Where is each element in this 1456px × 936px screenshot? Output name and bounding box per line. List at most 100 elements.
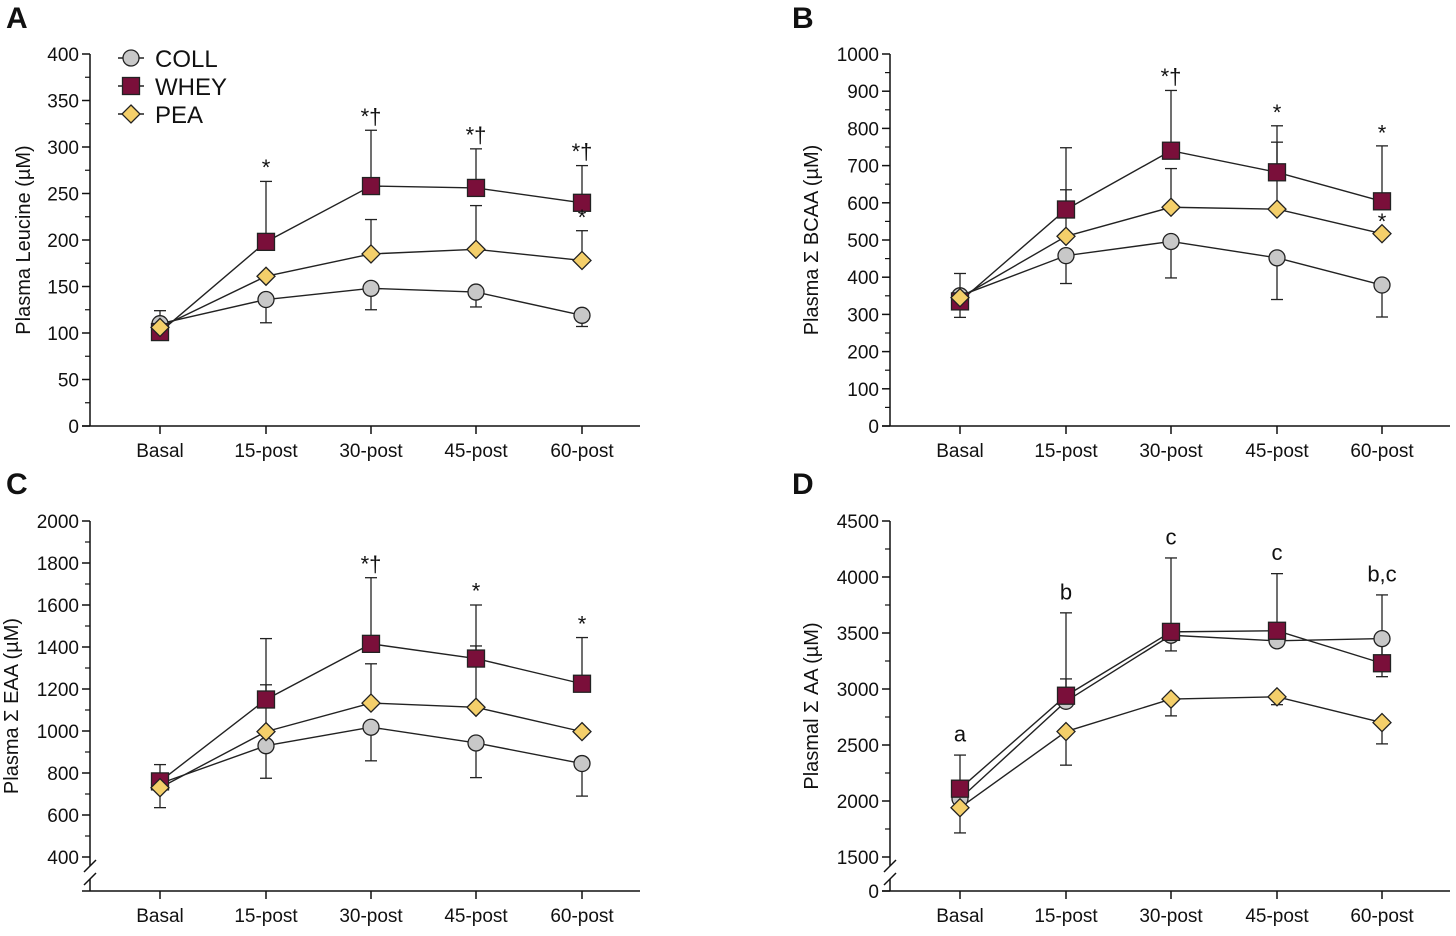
point-pea <box>1372 223 1392 244</box>
y-tick-label: 600 <box>47 806 79 827</box>
point-whey <box>950 779 970 798</box>
y-tick-label: 1400 <box>37 638 79 659</box>
significance-annotation: * <box>1378 120 1387 145</box>
axis-break-mark <box>883 859 897 873</box>
significance-annotation: * <box>578 611 587 636</box>
y-tick-label: 0 <box>868 417 879 438</box>
point-whey <box>1267 621 1287 640</box>
significance-annotation: b <box>1060 579 1072 604</box>
point-whey <box>361 634 381 653</box>
point-coll <box>1162 232 1180 251</box>
panel-b: B 0 100 200 300 400 500 600 700 800 900 1000 Basal 15… <box>792 2 1450 462</box>
point-whey <box>1056 200 1076 219</box>
x-tick-label: 30-post <box>1139 906 1203 927</box>
point-whey <box>466 649 486 668</box>
y-tick-label: 100 <box>847 380 879 401</box>
significance-annotation: * <box>472 579 481 604</box>
y-tick-label: 600 <box>847 194 879 215</box>
point-whey <box>1161 141 1181 160</box>
point-pea <box>950 287 970 308</box>
y-tick-label: 2000 <box>37 512 79 533</box>
y-tick-label: 1000 <box>37 722 79 743</box>
x-tick-label: 45-post <box>1245 906 1309 927</box>
x-tick-label: 30-post <box>339 441 403 462</box>
point-pea <box>1267 199 1287 220</box>
significance-annotation: *† <box>572 139 593 164</box>
point-pea <box>150 317 170 338</box>
y-tick-label: 1500 <box>837 848 879 869</box>
significance-annotation: * <box>1273 100 1282 125</box>
x-tick-label: 15-post <box>234 441 298 462</box>
y-axis-label: Plasma Σ EAA (µM) <box>1 618 23 794</box>
x-tick-label: 60-post <box>1350 906 1414 927</box>
point-pea <box>1161 197 1181 218</box>
y-tick-label: 200 <box>847 343 879 364</box>
y-tick-label: 250 <box>47 185 79 206</box>
point-pea <box>256 266 276 287</box>
x-tick-label: 15-post <box>234 906 298 927</box>
legend-marker-pea <box>121 104 141 124</box>
y-tick-label: 0 <box>68 417 79 438</box>
y-tick-label: 800 <box>847 119 879 140</box>
panel-letter: B <box>792 2 814 35</box>
point-whey <box>572 674 592 693</box>
x-tick-label: 60-post <box>1350 441 1414 462</box>
x-tick-label: 30-post <box>339 906 403 927</box>
point-whey <box>572 193 592 212</box>
legend-marker-coll <box>122 49 140 67</box>
y-tick-label: 1800 <box>37 554 79 575</box>
significance-annotation: *† <box>1161 64 1182 89</box>
point-pea <box>1161 689 1181 709</box>
legend-label: COLL <box>155 46 218 73</box>
point-whey <box>1161 622 1181 642</box>
point-whey <box>361 176 381 196</box>
y-tick-label: 2000 <box>837 792 879 813</box>
y-tick-label: 1200 <box>37 680 79 701</box>
y-tick-label: 500 <box>847 231 879 252</box>
panel-d: D 0 1500 2000 2500 3000 3500 4000 4500 Basal 15-po… <box>792 468 1450 927</box>
y-axis-label: Plasmal Σ AA (µM) <box>801 622 823 789</box>
point-pea <box>1056 721 1076 742</box>
significance-annotation: *† <box>361 551 382 576</box>
y-axis-label: Plasma Σ BCAA (µM) <box>801 145 823 336</box>
y-tick-label: 900 <box>847 82 879 103</box>
point-coll <box>467 283 485 301</box>
point-pea <box>361 244 381 264</box>
point-coll <box>257 290 275 309</box>
y-tick-label: 300 <box>47 138 79 159</box>
significance-annotation: * <box>1378 209 1387 234</box>
panel-letter: D <box>792 468 814 501</box>
point-pea <box>1372 712 1392 733</box>
x-tick-label: 60-post <box>550 441 614 462</box>
y-tick-label: 400 <box>47 45 79 66</box>
point-coll <box>1373 629 1391 648</box>
point-whey <box>1372 192 1392 211</box>
point-coll <box>1057 246 1075 265</box>
y-tick-label: 150 <box>47 278 79 299</box>
axis-break-mark <box>83 859 97 873</box>
point-coll <box>467 734 485 752</box>
y-tick-label: 50 <box>58 371 79 392</box>
legend-label: WHEY <box>155 74 227 101</box>
point-pea <box>150 777 170 798</box>
point-pea <box>950 797 970 818</box>
point-whey <box>466 178 486 198</box>
point-coll <box>1373 276 1391 294</box>
significance-annotation: * <box>262 155 271 180</box>
y-tick-label: 800 <box>47 764 79 785</box>
significance-annotation: *† <box>466 122 487 147</box>
x-tick-label: 30-post <box>1139 441 1203 462</box>
point-coll <box>362 718 380 736</box>
significance-annotation: a <box>954 722 967 747</box>
point-coll <box>573 754 591 773</box>
axis-break-mark <box>83 872 97 886</box>
y-tick-label: 1000 <box>837 45 879 66</box>
y-tick-label: 100 <box>47 324 79 345</box>
point-pea <box>572 721 592 742</box>
axis-break-mark <box>883 872 897 886</box>
series-line-coll <box>959 634 1383 800</box>
x-tick-label: 15-post <box>1034 441 1098 462</box>
point-pea <box>572 250 592 271</box>
